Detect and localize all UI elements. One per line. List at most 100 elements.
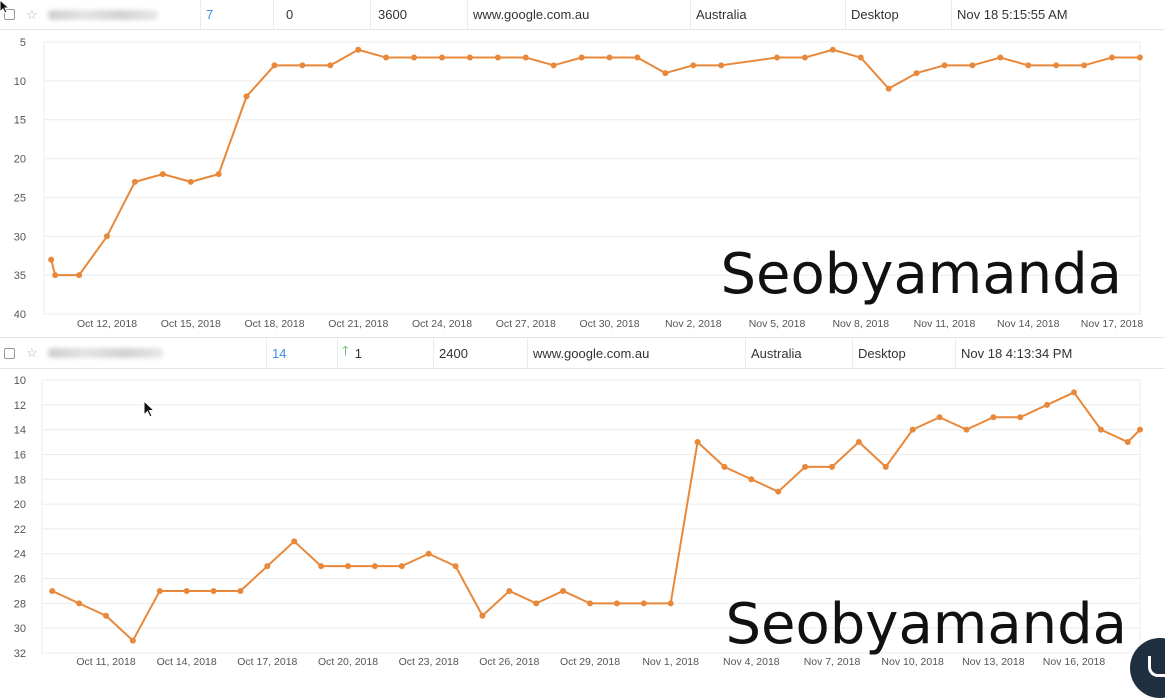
data-point[interactable]	[383, 54, 390, 61]
data-point[interactable]	[775, 488, 782, 495]
data-point[interactable]	[578, 54, 585, 61]
data-point[interactable]	[76, 272, 83, 279]
data-point[interactable]	[1136, 54, 1143, 61]
data-point[interactable]	[466, 54, 473, 61]
data-point[interactable]	[829, 463, 835, 470]
data-point[interactable]	[802, 463, 809, 470]
data-point[interactable]	[550, 62, 557, 69]
data-point[interactable]	[103, 612, 109, 619]
rank-value[interactable]: 14	[272, 345, 287, 361]
data-point[interactable]	[479, 612, 486, 619]
data-point[interactable]	[411, 54, 418, 61]
data-point[interactable]	[997, 54, 1004, 61]
data-point[interactable]	[640, 600, 647, 607]
data-point[interactable]	[1071, 389, 1077, 396]
star-icon[interactable]: ☆	[26, 6, 38, 22]
data-point[interactable]	[156, 587, 163, 594]
data-point[interactable]	[963, 426, 970, 433]
data-point[interactable]	[318, 563, 325, 570]
data-point[interactable]	[1081, 62, 1088, 69]
data-point[interactable]	[829, 46, 836, 53]
data-point[interactable]	[52, 272, 59, 279]
data-point[interactable]	[990, 414, 997, 421]
data-point[interactable]	[855, 439, 862, 446]
ranking-chart-1-svg: 5 10 15 20 25 30 35 40 Oct 12, 2018 Oct 15, 2018 O…	[14, 37, 1144, 330]
data-point[interactable]	[1137, 426, 1143, 433]
data-point[interactable]	[299, 62, 306, 69]
y-tick-label: 14	[14, 425, 26, 437]
data-point[interactable]	[243, 93, 250, 100]
x-tick-label: Nov 11, 2018	[914, 318, 976, 330]
series-line	[51, 391, 1141, 642]
data-point[interactable]	[941, 62, 948, 69]
data-point[interactable]	[748, 476, 755, 483]
data-point[interactable]	[936, 414, 943, 421]
data-point[interactable]	[506, 587, 513, 594]
rank-change: 🡑 1	[342, 338, 362, 368]
data-point[interactable]	[210, 587, 217, 594]
data-point[interactable]	[264, 563, 271, 570]
data-point[interactable]	[271, 62, 278, 69]
last-updated: Nov 18 4:13:34 PM	[961, 345, 1073, 361]
data-point[interactable]	[667, 600, 674, 607]
device: Desktop	[851, 7, 899, 22]
data-point[interactable]	[801, 54, 808, 61]
data-point[interactable]	[721, 463, 728, 470]
data-point[interactable]	[1044, 401, 1051, 408]
row-checkbox[interactable]	[4, 0, 15, 29]
data-point[interactable]	[159, 171, 166, 178]
data-point[interactable]	[291, 538, 298, 545]
data-point[interactable]	[613, 600, 620, 607]
data-point[interactable]	[1124, 439, 1131, 446]
data-point[interactable]	[1053, 62, 1060, 69]
data-point[interactable]	[560, 587, 567, 594]
data-point[interactable]	[885, 85, 892, 92]
data-point[interactable]	[606, 54, 613, 61]
data-point[interactable]	[522, 54, 529, 61]
data-point[interactable]	[48, 256, 55, 263]
data-point[interactable]	[183, 587, 190, 594]
data-point[interactable]	[131, 178, 138, 185]
star-icon[interactable]: ☆	[26, 345, 38, 360]
data-point[interactable]	[774, 54, 780, 61]
x-tick-label: Nov 17, 2018	[1081, 318, 1144, 330]
data-point[interactable]	[1097, 426, 1104, 433]
data-point[interactable]	[587, 600, 593, 607]
data-point[interactable]	[425, 550, 432, 557]
data-point[interactable]	[215, 171, 222, 178]
data-point[interactable]	[662, 70, 669, 77]
data-point[interactable]	[345, 563, 351, 570]
data-point[interactable]	[452, 563, 459, 570]
data-point[interactable]	[371, 563, 378, 570]
data-point[interactable]	[1109, 54, 1115, 61]
x-tick-label: Oct 27, 2018	[496, 318, 556, 330]
data-point[interactable]	[882, 463, 889, 470]
data-point[interactable]	[129, 637, 136, 644]
data-point[interactable]	[327, 62, 334, 69]
data-point[interactable]	[909, 426, 916, 433]
data-point[interactable]	[1017, 414, 1024, 421]
data-point[interactable]	[690, 62, 697, 69]
data-point[interactable]	[494, 54, 501, 61]
data-point[interactable]	[237, 587, 244, 594]
keyword-row-1[interactable]: ☆ 7 0 3600 www.google.com.au Australia D…	[0, 0, 1165, 30]
data-point[interactable]	[913, 70, 920, 77]
data-point[interactable]	[398, 563, 405, 570]
row-checkbox[interactable]	[4, 338, 15, 368]
search-volume: 2400	[439, 345, 468, 361]
data-point[interactable]	[1025, 62, 1032, 69]
rank-value[interactable]: 7	[206, 7, 214, 22]
data-point[interactable]	[187, 178, 194, 185]
data-point[interactable]	[49, 587, 56, 594]
data-point[interactable]	[533, 600, 540, 607]
data-point[interactable]	[718, 62, 725, 69]
data-point[interactable]	[634, 54, 641, 61]
data-point[interactable]	[76, 600, 83, 607]
keyword-row-2[interactable]: ☆ 14 🡑 1 2400 www.google.com.au Australia…	[0, 337, 1165, 369]
data-point[interactable]	[439, 54, 445, 61]
data-point[interactable]	[694, 439, 701, 446]
data-point[interactable]	[355, 46, 362, 53]
data-point[interactable]	[969, 62, 976, 69]
data-point[interactable]	[104, 233, 110, 240]
data-point[interactable]	[857, 54, 864, 61]
